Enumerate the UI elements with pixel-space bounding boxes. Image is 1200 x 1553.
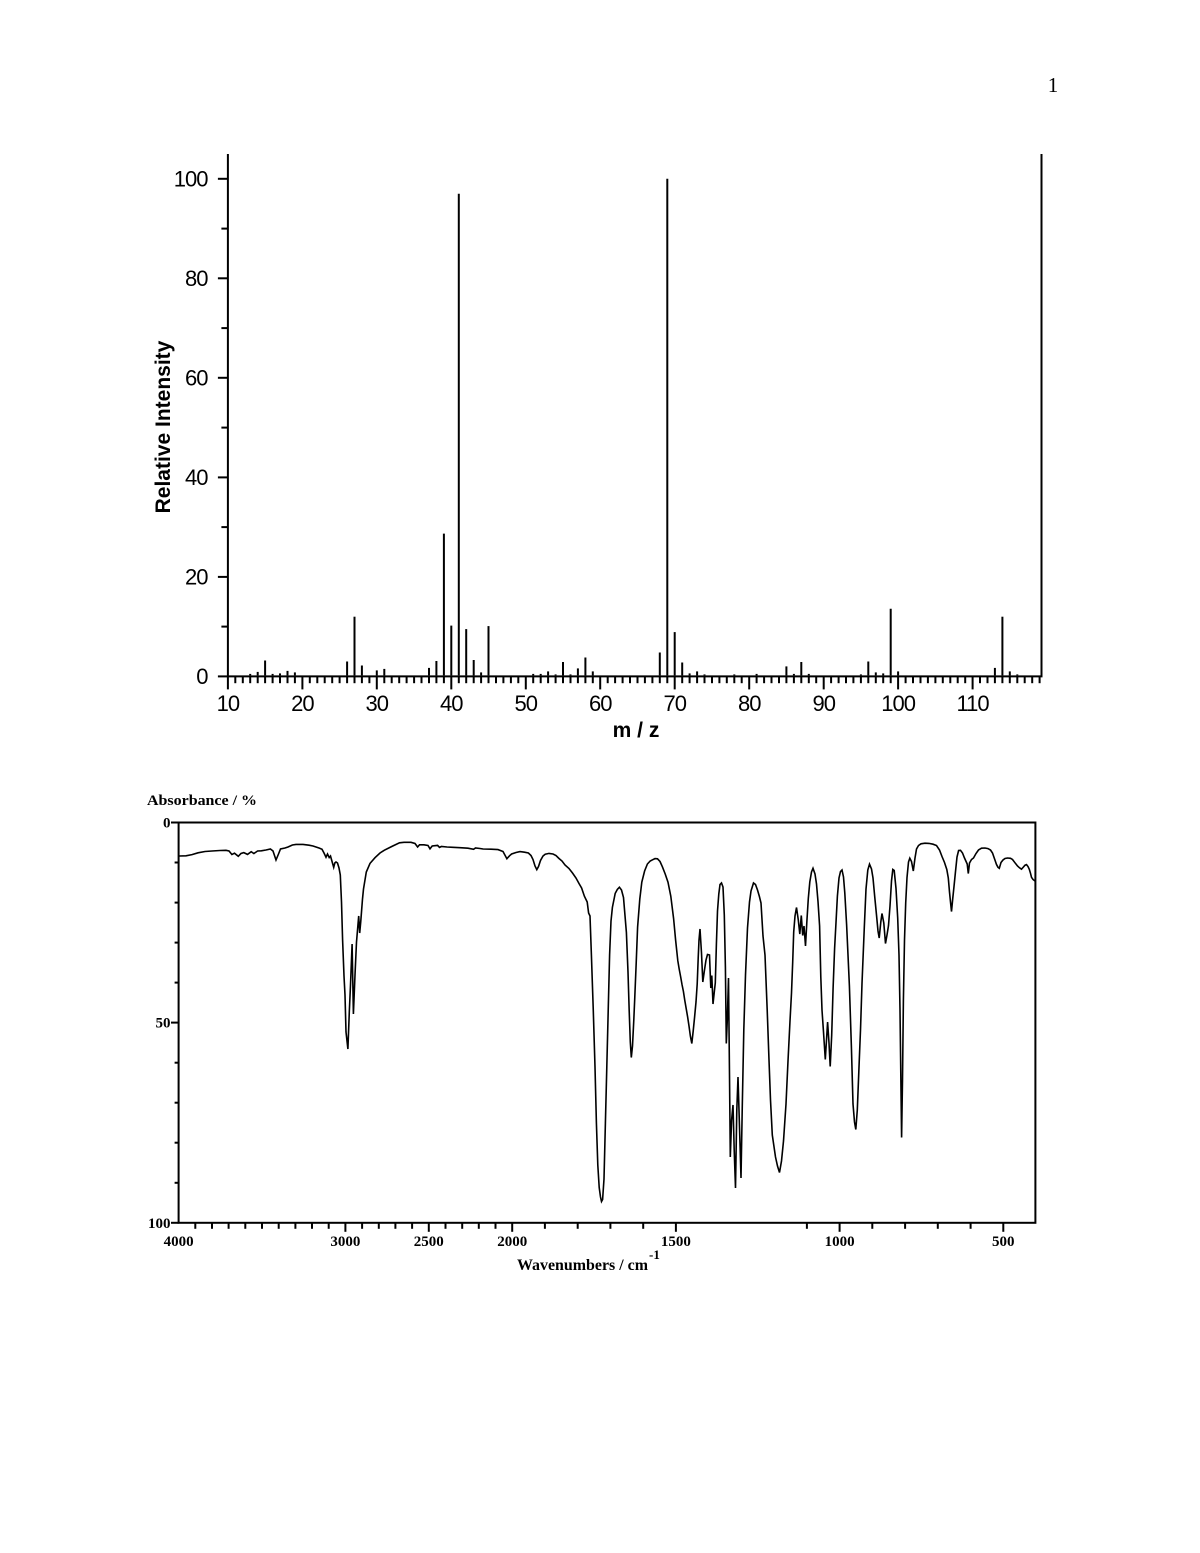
- svg-text:4000: 4000: [164, 1234, 194, 1250]
- svg-text:60: 60: [589, 691, 612, 716]
- svg-text:Relative Intensity: Relative Intensity: [152, 340, 175, 513]
- svg-text:0: 0: [196, 664, 208, 689]
- svg-text:100: 100: [148, 1216, 171, 1232]
- svg-text:Wavenumbers / cm: Wavenumbers / cm: [517, 1257, 649, 1274]
- svg-text:100: 100: [174, 166, 208, 191]
- svg-text:2000: 2000: [497, 1234, 527, 1250]
- svg-text:1: 1: [1048, 73, 1059, 97]
- svg-text:100: 100: [881, 691, 915, 716]
- svg-text:70: 70: [663, 691, 686, 716]
- svg-text:80: 80: [738, 691, 761, 716]
- svg-text:20: 20: [185, 564, 208, 589]
- svg-text:80: 80: [185, 266, 208, 291]
- svg-text:40: 40: [185, 465, 208, 490]
- svg-text:3000: 3000: [330, 1234, 360, 1250]
- svg-text:0: 0: [163, 816, 171, 832]
- svg-text:1000: 1000: [825, 1234, 855, 1250]
- svg-text:1500: 1500: [661, 1234, 691, 1250]
- svg-text:20: 20: [291, 691, 314, 716]
- svg-text:10: 10: [217, 691, 240, 716]
- svg-text:m / z: m / z: [613, 719, 660, 742]
- svg-text:50: 50: [515, 691, 538, 716]
- svg-text:2500: 2500: [414, 1234, 444, 1250]
- svg-text:500: 500: [992, 1234, 1015, 1250]
- svg-text:-1: -1: [649, 1247, 660, 1262]
- svg-text:60: 60: [185, 365, 208, 390]
- svg-text:110: 110: [957, 691, 990, 716]
- svg-text:50: 50: [156, 1016, 171, 1032]
- svg-text:Absorbance / %: Absorbance / %: [147, 793, 257, 809]
- svg-text:90: 90: [812, 691, 835, 716]
- svg-text:40: 40: [440, 691, 463, 716]
- svg-text:30: 30: [366, 691, 389, 716]
